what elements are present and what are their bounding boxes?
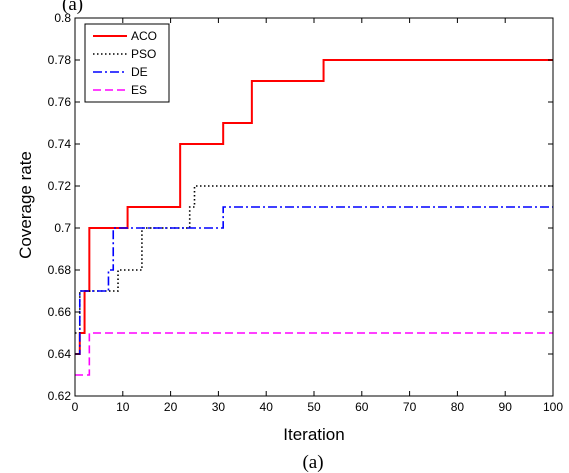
series-line-es	[75, 332, 553, 376]
x-tick-label: 60	[355, 400, 369, 414]
y-tick-label: 0.66	[48, 305, 72, 319]
x-tick-label: 50	[307, 400, 321, 414]
x-tick-label: 90	[499, 400, 513, 414]
x-tick-label: 0	[72, 400, 79, 414]
legend-label-aco: ACO	[131, 29, 157, 43]
x-tick-label: 40	[260, 400, 274, 414]
legend-label-es: ES	[131, 83, 147, 97]
series-line-pso	[75, 185, 553, 334]
x-tick-label: 30	[212, 400, 226, 414]
y-tick-label: 0.72	[48, 179, 72, 193]
y-tick-label: 0.78	[48, 53, 72, 67]
y-tick-label: 0.64	[48, 347, 72, 361]
legend-label-de: DE	[131, 65, 148, 79]
x-tick-label: 100	[543, 400, 563, 414]
y-tick-label: 0.7	[54, 221, 71, 235]
legend: ACO PSO DE ES	[84, 23, 170, 103]
y-tick-label: 0.8	[54, 11, 71, 25]
legend-label-pso: PSO	[131, 47, 156, 61]
figure-caption: (a)	[302, 452, 323, 473]
series-line-de	[75, 206, 553, 355]
x-axis-label: Iteration	[283, 425, 344, 444]
plot-area	[75, 59, 553, 376]
x-tick-label: 80	[451, 400, 465, 414]
series-line-aco	[75, 59, 553, 355]
y-tick-label: 0.76	[48, 95, 72, 109]
panel-label-top: (a)	[62, 0, 83, 15]
y-tick-label: 0.74	[48, 137, 72, 151]
y-tick-label: 0.68	[48, 263, 72, 277]
x-tick-label: 20	[164, 400, 178, 414]
x-tick-label: 70	[403, 400, 417, 414]
y-axis-label: Coverage rate	[16, 151, 35, 259]
y-tick-label: 0.62	[48, 389, 72, 403]
x-tick-label: 10	[116, 400, 130, 414]
axes: 0 10 20 30 40 50 60 70 80 90 100 0.62 0.64 0.66 0.68 0.…	[48, 11, 564, 414]
